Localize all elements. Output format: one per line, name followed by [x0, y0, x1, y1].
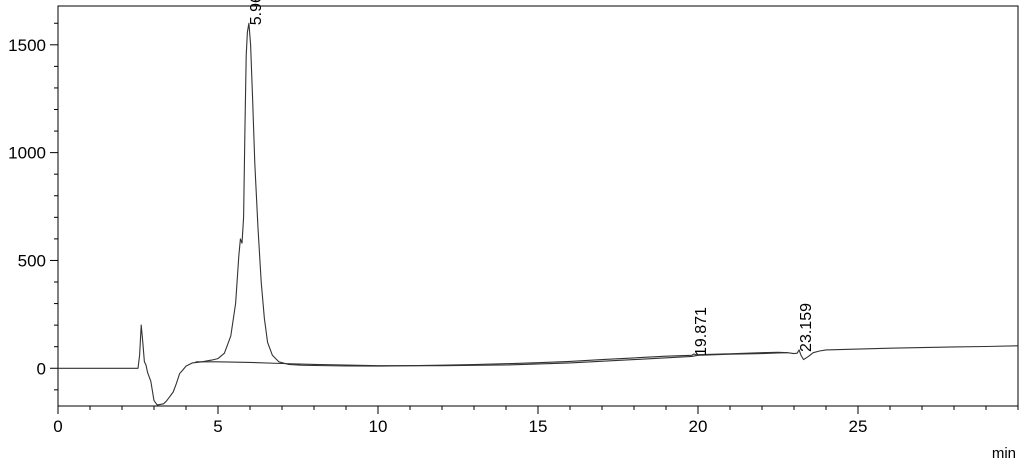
peak-retention-label: 23.159 — [798, 303, 815, 352]
peak-retention-label: 5.966 — [248, 0, 265, 25]
peak-retention-label: 19.871 — [693, 307, 710, 356]
x-tick-label: 25 — [849, 417, 868, 436]
x-tick-label: 20 — [689, 417, 708, 436]
x-tick-label: 10 — [369, 417, 388, 436]
baseline-trace — [195, 352, 788, 367]
y-tick-label: 500 — [18, 251, 46, 270]
y-tick-label: 1000 — [8, 144, 46, 163]
x-tick-label: 5 — [213, 417, 222, 436]
x-tick-label: 0 — [53, 417, 62, 436]
x-unit-label: min — [992, 445, 1016, 462]
signal-trace — [58, 22, 1019, 406]
x-tick-label: 15 — [529, 417, 548, 436]
y-tick-label: 0 — [37, 359, 46, 378]
plot-frame — [57, 5, 1019, 407]
y-tick-label: 1500 — [8, 36, 46, 55]
